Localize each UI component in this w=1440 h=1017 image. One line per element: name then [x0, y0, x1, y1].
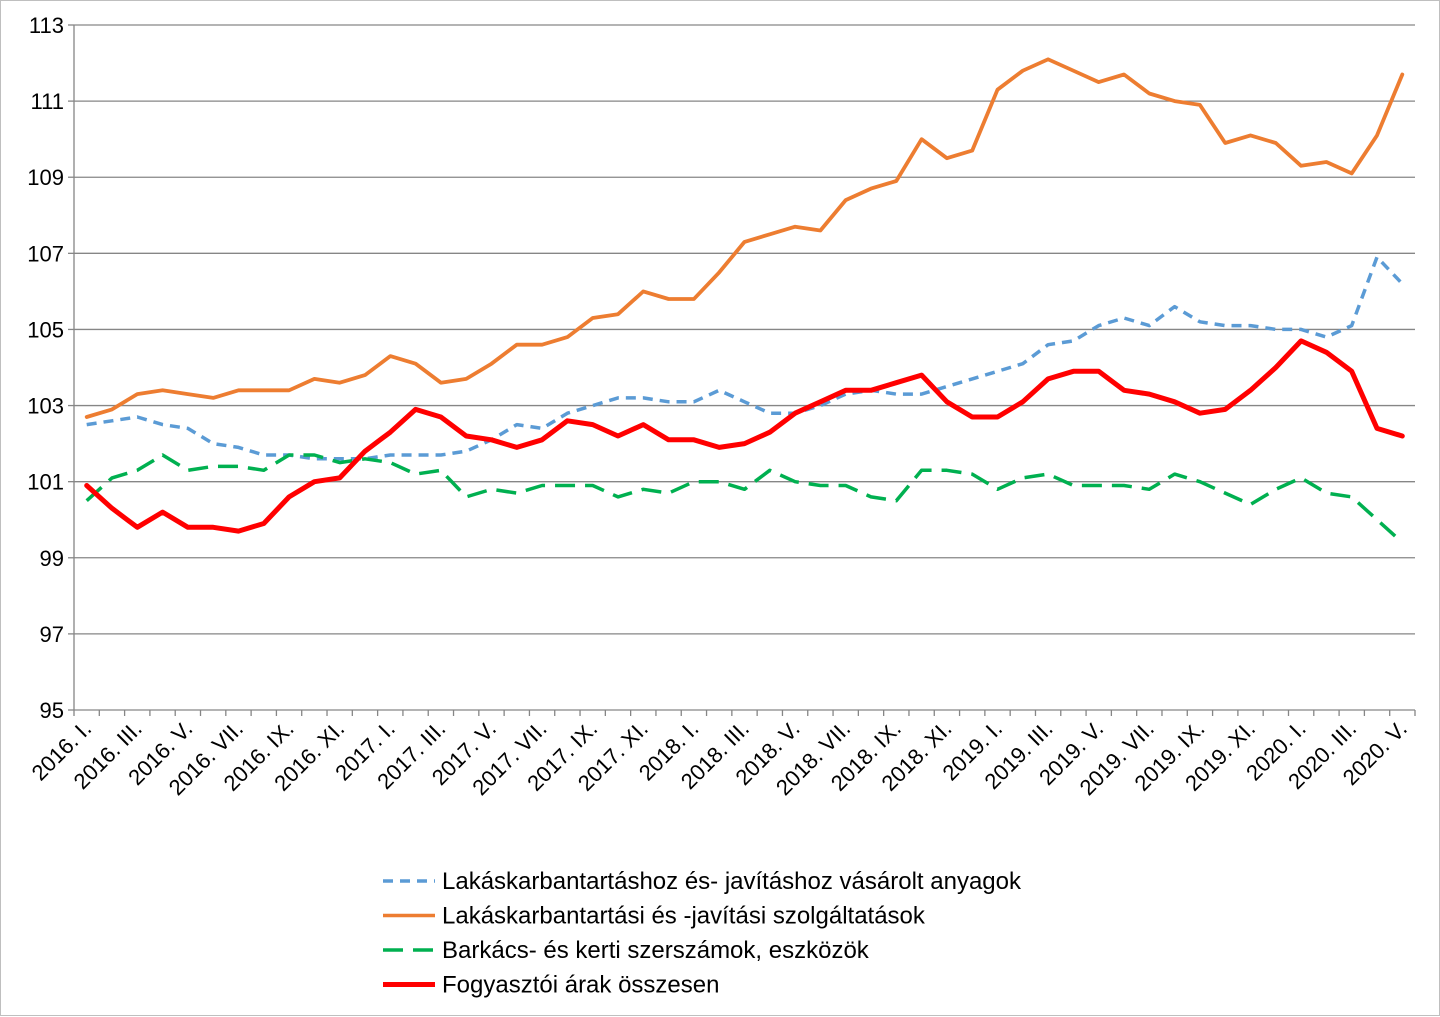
- x-axis-tick-labels: 2016. I.2016. III.2016. V.2016. VII.2016…: [27, 716, 1412, 800]
- y-tick-label: 103: [27, 394, 64, 419]
- y-axis-tick-labels: 95 97 99 101 103 105 107 109 111 113: [27, 13, 64, 723]
- legend-label: Fogyasztói árak összesen: [442, 972, 719, 999]
- y-tick-label: 109: [27, 165, 64, 190]
- axes: [68, 24, 1416, 716]
- y-tick-label: 99: [40, 546, 64, 571]
- legend-label: Lakáskarbantartáshoz és- javításhoz vásá…: [442, 868, 1022, 895]
- series-lines: [84, 57, 1405, 544]
- y-tick-label: 97: [40, 622, 64, 647]
- series-line: [84, 338, 1405, 534]
- y-tick-label: 105: [27, 317, 64, 342]
- y-tick-label: 111: [31, 89, 64, 114]
- legend-label: Lakáskarbantartási és -javítási szolgált…: [442, 903, 926, 930]
- series-line: [84, 57, 1405, 419]
- series-line: [86, 255, 1404, 461]
- legend-label: Barkács- és kerti szerszámok, eszközök: [442, 937, 870, 964]
- y-tick-label: 113: [29, 13, 64, 38]
- y-tick-label: 95: [40, 698, 64, 723]
- y-tick-label: 101: [27, 470, 64, 495]
- gridlines: [74, 24, 1415, 635]
- y-tick-label: 107: [27, 241, 64, 266]
- series-line: [85, 453, 1404, 544]
- legend: Lakáskarbantartáshoz és- javításhoz vásá…: [383, 868, 1022, 999]
